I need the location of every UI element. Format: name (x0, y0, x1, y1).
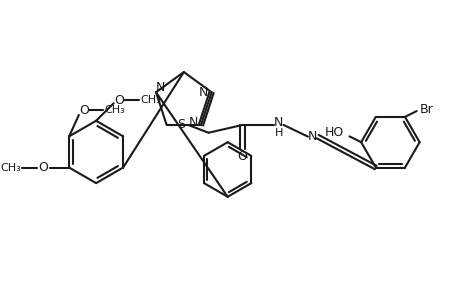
Text: O: O (237, 150, 247, 163)
Text: CH₃: CH₃ (0, 163, 21, 172)
Text: O: O (114, 94, 124, 107)
Text: O: O (78, 103, 89, 117)
Text: Br: Br (419, 103, 432, 116)
Text: HO: HO (324, 126, 343, 139)
Text: O: O (38, 161, 48, 174)
Text: N: N (156, 81, 165, 94)
Text: N: N (308, 130, 317, 143)
Text: H: H (274, 128, 282, 138)
Text: S: S (177, 118, 185, 131)
Text: CH₃: CH₃ (140, 95, 161, 105)
Text: N: N (199, 86, 208, 99)
Text: N: N (274, 116, 283, 130)
Text: N: N (188, 116, 197, 130)
Text: CH₃: CH₃ (104, 105, 125, 115)
